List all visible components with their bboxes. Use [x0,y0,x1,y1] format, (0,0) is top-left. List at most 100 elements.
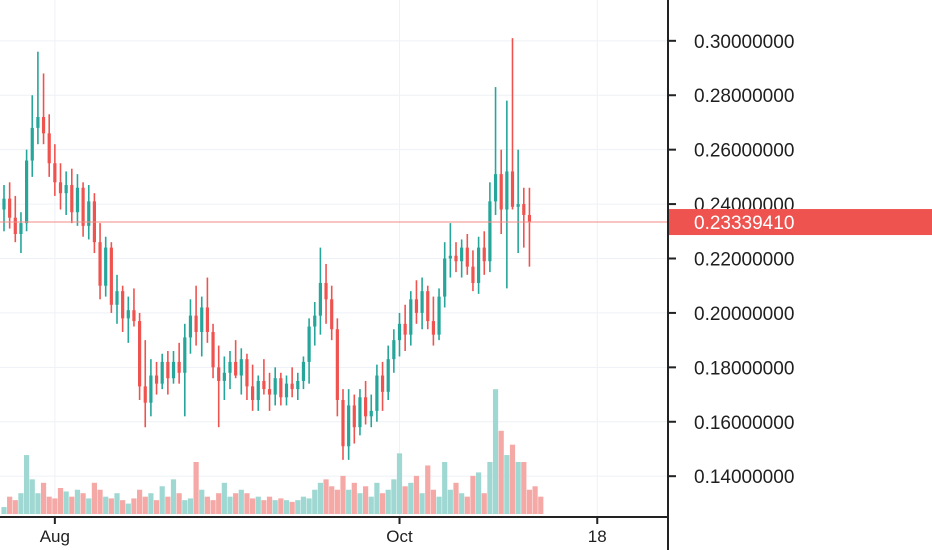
candle-body [454,255,458,262]
volume-bar [193,462,199,514]
candle-body [426,291,430,322]
volume-bars [1,389,544,514]
candle-body [149,375,153,403]
volume-bar [312,489,318,514]
candle-body [251,386,255,400]
candle-body [262,380,266,390]
candle-body [364,397,368,417]
volume-bar [391,479,397,514]
volume-bar [357,493,363,514]
candle-body [70,185,74,213]
volume-bar [464,496,470,514]
volume-bar [492,389,499,514]
volume-bar [170,479,177,514]
volume-bar [340,475,346,514]
volume-bar [266,496,273,514]
candle-body [41,117,46,134]
volume-bar [425,465,431,514]
price-tick-label: 0.28000000 [694,86,794,107]
candle-body [13,217,17,235]
candle-body [53,163,57,183]
candle-body [397,323,402,341]
candle-body [160,361,164,384]
candle-body [482,247,486,262]
candle-body [522,204,526,215]
volume-bar [165,496,171,514]
candle-body [284,383,289,398]
volume-bar [289,501,295,514]
candle-body [290,383,294,390]
volume-bar [125,503,131,514]
candle-body [217,367,221,381]
candle-body [477,247,481,283]
volume-bar [114,493,120,514]
candle-body [358,397,362,428]
volume-bar [103,496,109,514]
candle-body [369,410,373,417]
volume-bar [148,493,154,514]
volume-bar [216,493,222,514]
volume-bar [86,498,92,514]
volume-bar [379,493,386,514]
candle-body [58,182,63,194]
volume-bar [24,455,30,514]
volume-bar [120,500,126,514]
candle-body [188,315,193,338]
candle-body [222,372,226,381]
candle-body [30,127,34,161]
candle-body [75,187,80,213]
volume-bar [91,482,97,514]
volume-bar [476,472,482,514]
candle-body [414,299,419,313]
volume-bar [329,486,335,514]
candle-body [505,171,509,210]
current-price-label: 0.23339410 [694,213,794,234]
candle-body [380,375,385,392]
volume-bar [238,489,244,514]
candle-body [499,174,503,210]
volume-bar [52,498,58,514]
volume-bar [459,493,465,514]
volume-bar [323,479,329,514]
candle-body [527,214,532,223]
candle-body [465,247,469,267]
candle-body [471,266,475,283]
candle-body [47,133,51,164]
candle-body [200,307,204,332]
volume-bar [63,491,69,514]
volume-bar [509,444,516,514]
candle-body [109,247,113,305]
candle-body [330,299,334,330]
candle-body [183,337,187,373]
volume-bar [29,479,35,514]
current-price-badge [669,209,932,236]
volume-bar [97,489,103,514]
price-axis-ticks: 0.14000000 0.16000000 0.18000000 0.20000000… [668,32,794,488]
price-axis-background [668,0,932,550]
volume-bar [515,462,521,514]
volume-bar [159,486,165,514]
time-axis-ticks: Aug Oct 18 [40,517,607,546]
candle-body [386,359,390,392]
volume-bar [244,493,250,514]
volume-bar [498,430,504,514]
candle-body [375,375,379,411]
candle-body [335,329,339,400]
candle-body [19,223,23,235]
volume-bar [12,500,18,514]
candle-series [2,38,532,460]
candle-body [138,321,142,387]
candle-body [205,307,209,332]
candle-body [488,201,492,262]
candle-body [448,255,452,259]
candle-body [143,386,147,403]
candle-body [64,185,68,194]
candle-body [273,378,277,395]
volume-bar [368,496,374,514]
time-tick-label: Aug [40,527,70,546]
volume-bar [278,498,284,514]
volume-bar [137,489,143,514]
candle-body [324,282,328,300]
volume-bar [504,455,510,514]
